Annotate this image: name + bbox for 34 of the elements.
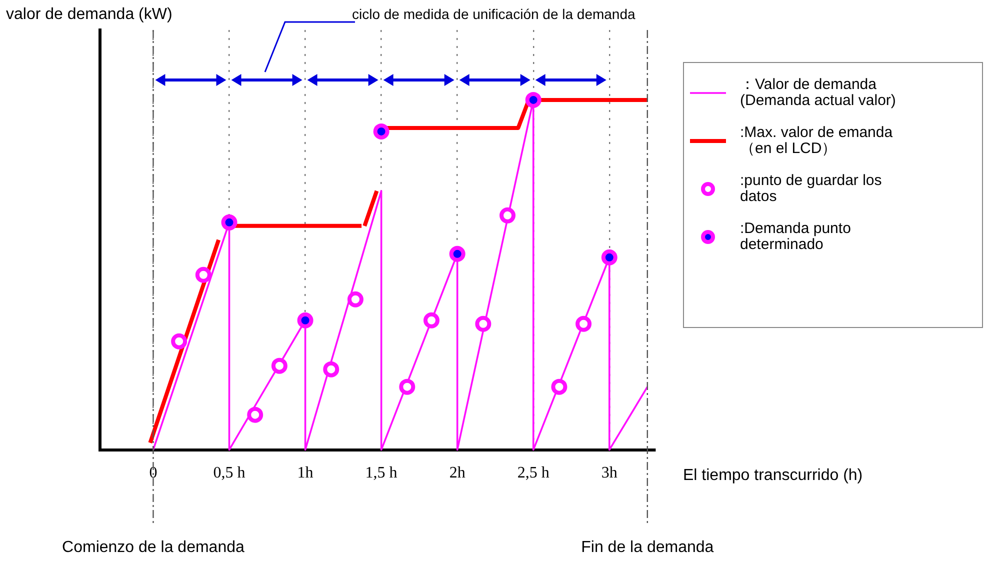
x-tick-label: 1,5 h — [365, 464, 398, 482]
legend-label: :punto de guardar los datos — [740, 172, 882, 205]
point — [576, 316, 592, 332]
point — [475, 316, 492, 332]
legend-label: :Demanda punto determinado — [740, 220, 851, 253]
point — [601, 249, 618, 266]
point — [449, 246, 466, 262]
point — [221, 214, 238, 230]
point — [171, 333, 188, 350]
x-tick-label: 2,5 h — [517, 464, 550, 482]
point — [500, 207, 516, 224]
legend-label: ：Valor de demanda (Demanda actual valor) — [740, 76, 896, 109]
point — [551, 378, 568, 395]
ref-line-label: Fin de la demanda — [581, 539, 714, 556]
x-tick-label: 3h — [601, 464, 618, 482]
x-axis-title: El tiempo transcurrido (h) — [683, 466, 863, 485]
x-tick-label: 0 — [149, 464, 158, 482]
x-tick-label: 2h — [449, 464, 466, 482]
legend-label: :Max. valor de emanda （en el LCD） — [740, 124, 893, 157]
point — [373, 123, 390, 140]
point — [247, 406, 264, 423]
point — [297, 312, 314, 328]
ref-line-label: Comienzo de la demanda — [62, 539, 244, 556]
point — [271, 358, 288, 374]
point — [423, 312, 440, 328]
x-tick-label: 0,5 h — [213, 464, 246, 482]
point — [399, 378, 416, 395]
x-tick-label: 1h — [297, 464, 314, 482]
text: ciclo de medida de unificación de la demanda — [352, 6, 636, 22]
y-axis-title: valor de demanda (kW) — [6, 6, 172, 24]
point — [323, 361, 340, 378]
point — [195, 266, 212, 283]
point — [347, 291, 364, 308]
point — [525, 92, 542, 108]
